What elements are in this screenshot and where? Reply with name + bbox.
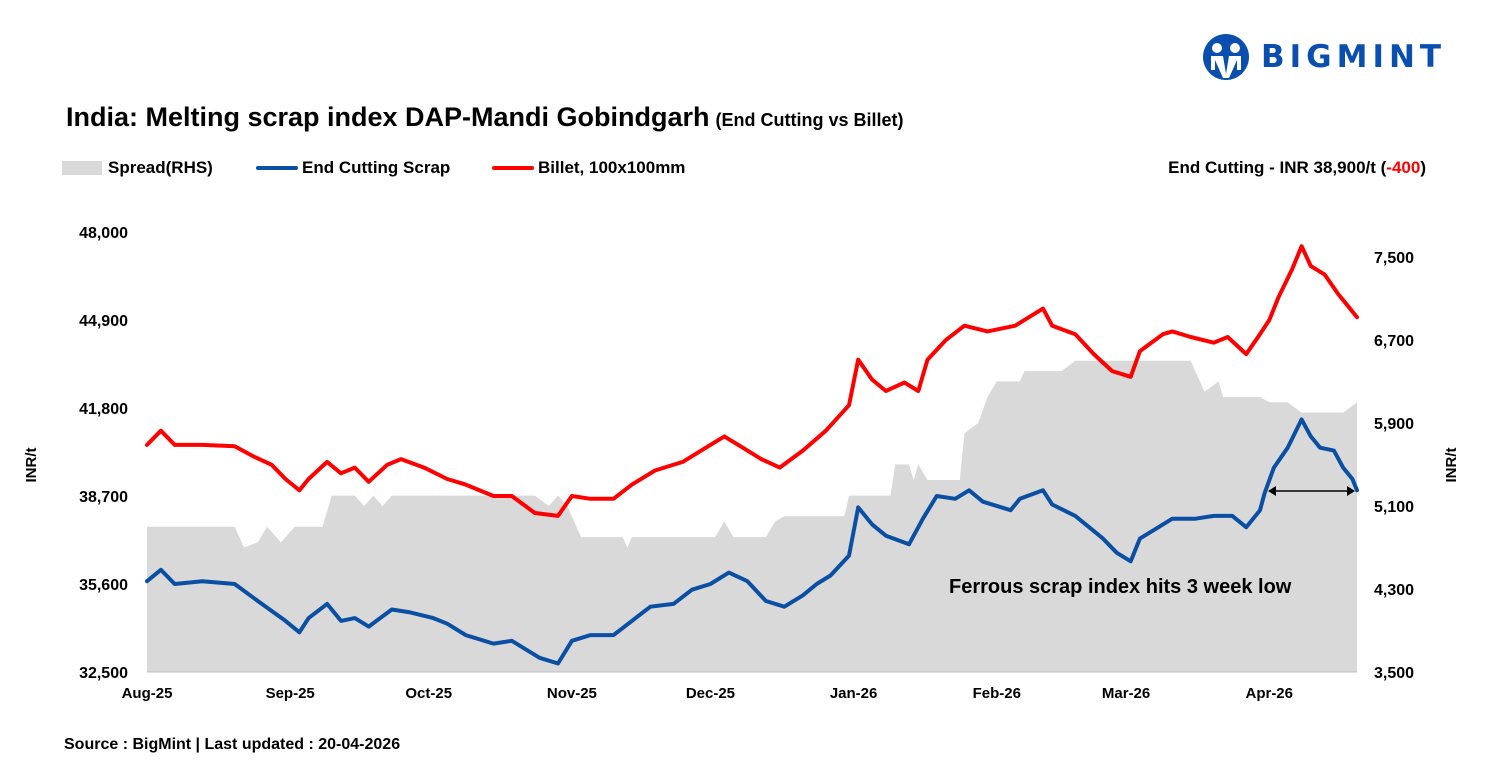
spread-area [147, 360, 1357, 672]
y-left-tick-label: 48,000 [79, 225, 128, 242]
x-tick-label: Nov-25 [547, 685, 597, 702]
headline-suffix: ) [1420, 158, 1426, 177]
y-right-axis-label: INR/t [1443, 448, 1460, 483]
legend-label-end-cutting: End Cutting Scrap [302, 158, 451, 177]
headline-prefix: End Cutting - INR 38,900/t ( [1168, 158, 1387, 177]
bigmint-logo: BIGMINT [1203, 34, 1446, 80]
annotation-text: Ferrous scrap index hits 3 week low [949, 576, 1292, 598]
y-right-tick-label: 3,500 [1374, 665, 1414, 682]
y-left-tick-label: 35,600 [79, 577, 128, 594]
x-tick-label: Apr-26 [1245, 685, 1293, 702]
x-tick-label: Feb-26 [973, 685, 1021, 702]
y-right-tick-label: 5,100 [1374, 499, 1414, 516]
legend-label-spread: Spread(RHS) [108, 158, 213, 177]
legend-label-billet: Billet, 100x100mm [538, 158, 686, 177]
y-right-tick-label: 7,500 [1374, 250, 1414, 267]
x-tick-label: Dec-25 [686, 685, 735, 702]
legend-item-billet: Billet, 100x100mm [492, 158, 685, 178]
legend-item-end-cutting: End Cutting Scrap [256, 158, 450, 178]
title-text: India: Melting scrap index DAP-Mandi Gob… [66, 102, 710, 132]
source-footer: Source : BigMint | Last updated : 20-04-… [64, 736, 401, 753]
x-tick-label: Mar-26 [1102, 685, 1150, 702]
x-tick-label: Oct-25 [405, 685, 452, 702]
x-tick-label: Jan-26 [830, 685, 878, 702]
headline-change: -400 [1386, 158, 1421, 177]
y-left-tick-label: 44,900 [79, 313, 128, 330]
chart-title: India: Melting scrap index DAP-Mandi Gob… [66, 102, 904, 133]
logo-wordmark: BIGMINT [1261, 39, 1447, 75]
x-tick-label: Aug-25 [122, 685, 173, 702]
y-left-tick-label: 41,800 [79, 401, 128, 418]
y-left-axis-label: INR/t [23, 448, 40, 483]
billet-line [145, 244, 1359, 518]
legend-item-spread: Spread(RHS) [62, 158, 213, 178]
y-left-tick-label: 38,700 [79, 489, 128, 506]
logo-people-icon [1203, 34, 1249, 80]
y-left-tick-label: 32,500 [79, 665, 128, 682]
end-cutting-line [145, 417, 1359, 666]
legend-swatch-spread [62, 161, 102, 175]
legend-swatch-billet [492, 166, 534, 170]
x-tick-label: Sep-25 [266, 685, 315, 702]
y-right-tick-label: 5,900 [1374, 416, 1414, 433]
price-headline: End Cutting - INR 38,900/t (-400) [1168, 158, 1426, 178]
chart-subtitle: (End Cutting vs Billet) [715, 110, 904, 130]
y-right-tick-label: 6,700 [1374, 333, 1414, 350]
y-right-tick-label: 4,300 [1374, 582, 1414, 599]
legend-swatch-end-cutting [256, 166, 298, 170]
annotation-arrow [1268, 486, 1355, 496]
